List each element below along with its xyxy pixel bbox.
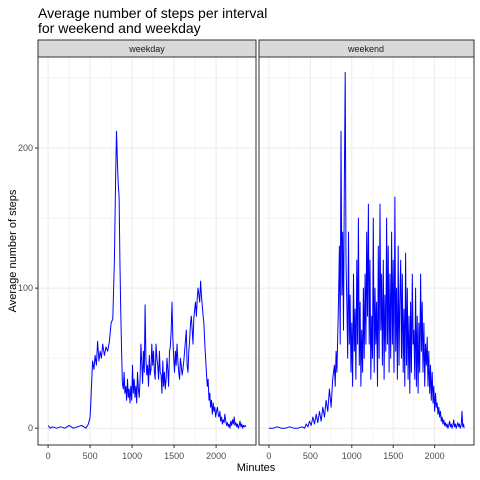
y-axis-title: Average number of steps xyxy=(7,189,19,312)
panel-border xyxy=(258,56,475,446)
steps-series-line xyxy=(47,130,247,429)
panel-grid xyxy=(38,57,256,445)
chart-title-line-2: for weekend and weekday xyxy=(38,20,201,36)
x-tick-label: 1500 xyxy=(383,451,403,461)
x-tick-labels: 0 500 1000 1500 2000 xyxy=(266,445,445,461)
x-axis-title: Minutes xyxy=(237,462,276,474)
strip-label-weekday: weekday xyxy=(128,44,165,54)
y-tick-label: 100 xyxy=(18,283,33,293)
panel-border xyxy=(37,56,257,446)
panel-weekend: weekend 0 500 1000 1500 2000 xyxy=(258,39,475,461)
x-tick-label: 2000 xyxy=(206,451,226,461)
x-tick-label: 0 xyxy=(46,451,51,461)
x-tick-label: 1500 xyxy=(164,451,184,461)
x-tick-label: 1000 xyxy=(122,451,142,461)
x-tick-label: 500 xyxy=(83,451,98,461)
x-tick-labels: 0 500 1000 1500 2000 xyxy=(46,445,226,461)
series-layer xyxy=(268,71,465,429)
series-layer xyxy=(47,130,247,429)
x-tick-label: 0 xyxy=(266,451,271,461)
chart-title-line-1: Average number of steps per interval xyxy=(38,5,267,21)
steps-series-line xyxy=(268,71,465,429)
y-tick-labels: 0 100 200 xyxy=(18,143,38,433)
strip-label-weekend: weekend xyxy=(347,44,384,54)
y-tick-label: 200 xyxy=(18,143,33,153)
y-tick-label: 0 xyxy=(28,423,33,433)
x-tick-label: 1000 xyxy=(342,451,362,461)
panel-weekday: weekday 0 500 1000 1500 2000 xyxy=(37,39,257,461)
x-tick-label: 500 xyxy=(303,451,318,461)
x-tick-label: 2000 xyxy=(425,451,445,461)
